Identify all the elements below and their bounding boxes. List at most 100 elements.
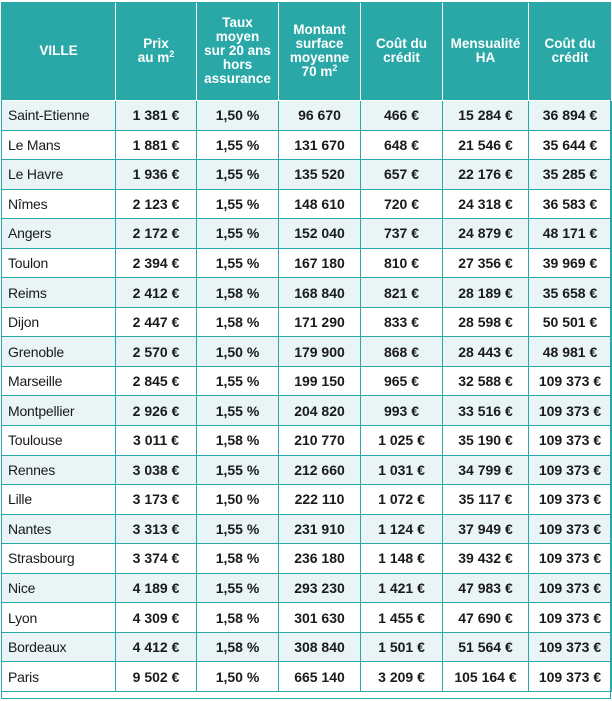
table-row: Le Havre 1 936 €1,55 % 135 520 657 €22 176 … <box>1 159 612 190</box>
value-cell: 821 € <box>360 277 443 308</box>
value-cell: 293 230 <box>278 572 361 604</box>
value-cell: 39 969 € <box>528 247 612 279</box>
value-cell: 148 610 <box>278 188 361 220</box>
value-cell: 109 373 € <box>528 661 612 692</box>
value-cell: 105 164 € <box>442 661 529 692</box>
table-row: Nantes 3 313 €1,55 % 231 910 1 124 €37 949 … <box>1 513 612 545</box>
value-cell: 35 285 € <box>528 159 612 190</box>
value-cell: 28 598 € <box>442 306 529 338</box>
value-cell: 720 € <box>360 188 443 220</box>
value-cell: 167 180 <box>278 247 361 279</box>
value-cell: 1,50 % <box>196 100 279 131</box>
value-cell: 48 981 € <box>528 336 612 367</box>
value-cell: 3 173 € <box>115 484 197 515</box>
value-cell: 2 845 € <box>115 365 197 397</box>
value-cell: 1,58 % <box>196 277 279 308</box>
table-row: Le Mans 1 881 €1,55 % 131 670 648 €21 546 €… <box>1 129 612 161</box>
city-cell: Reims <box>1 277 116 308</box>
column-header-superscript: 2 <box>332 63 338 73</box>
value-cell: 3 374 € <box>115 543 197 574</box>
value-cell: 1,55 % <box>196 247 279 279</box>
value-cell: 152 040 <box>278 218 361 249</box>
column-header-label: Coût du crédit <box>544 36 596 65</box>
value-cell: 1,55 % <box>196 159 279 190</box>
city-cell: Grenoble <box>1 336 116 367</box>
value-cell: 1,55 % <box>196 395 279 427</box>
header-row: VILLE Prix au m2 Taux moyen sur 20 ans hor… <box>1 1 612 101</box>
table-row: Toulon 2 394 €1,55 % 167 180 810 €27 356 €3… <box>1 247 612 279</box>
column-header-label: Montant surface moyenne 70 m <box>289 22 350 79</box>
value-cell: 109 373 € <box>528 602 612 633</box>
city-cell: Saint-Etienne <box>1 100 116 131</box>
value-cell: 32 588 € <box>442 365 529 397</box>
value-cell: 466 € <box>360 100 443 131</box>
value-cell: 22 176 € <box>442 159 529 190</box>
table-row: Dijon 2 447 €1,58 % 171 290 833 €28 598 €50… <box>1 306 612 338</box>
value-cell: 1,55 % <box>196 513 279 545</box>
value-cell: 109 373 € <box>528 425 612 456</box>
value-cell: 2 412 € <box>115 277 197 308</box>
table-body: Saint-Etienne 1 381 €1,50 % 96 670 466 €15 … <box>1 100 612 692</box>
value-cell: 24 318 € <box>442 188 529 220</box>
value-cell: 210 770 <box>278 425 361 456</box>
table-row: Lille 3 173 €1,50 % 222 110 1 072 €35 117 €… <box>1 484 612 515</box>
value-cell: 109 373 € <box>528 395 612 427</box>
value-cell: 96 670 <box>278 100 361 131</box>
value-cell: 15 284 € <box>442 100 529 131</box>
value-cell: 833 € <box>360 306 443 338</box>
value-cell: 35 190 € <box>442 425 529 456</box>
value-cell: 27 356 € <box>442 247 529 279</box>
value-cell: 3 313 € <box>115 513 197 545</box>
column-header-label: Mensualité HA <box>450 36 521 65</box>
value-cell: 1,55 % <box>196 365 279 397</box>
value-cell: 1,55 % <box>196 129 279 161</box>
value-cell: 1,50 % <box>196 661 279 692</box>
city-cell: Nîmes <box>1 188 116 220</box>
value-cell: 1 881 € <box>115 129 197 161</box>
value-cell: 1 455 € <box>360 602 443 633</box>
value-cell: 109 373 € <box>528 572 612 604</box>
value-cell: 35 658 € <box>528 277 612 308</box>
value-cell: 3 011 € <box>115 425 197 456</box>
city-cell: Rennes <box>1 454 116 486</box>
value-cell: 47 983 € <box>442 572 529 604</box>
value-cell: 28 189 € <box>442 277 529 308</box>
value-cell: 37 949 € <box>442 513 529 545</box>
value-cell: 1,58 % <box>196 602 279 633</box>
value-cell: 171 290 <box>278 306 361 338</box>
value-cell: 109 373 € <box>528 484 612 515</box>
value-cell: 1,58 % <box>196 543 279 574</box>
value-cell: 168 840 <box>278 277 361 308</box>
value-cell: 868 € <box>360 336 443 367</box>
city-cell: Le Mans <box>1 129 116 161</box>
city-cell: Nice <box>1 572 116 604</box>
value-cell: 35 117 € <box>442 484 529 515</box>
value-cell: 657 € <box>360 159 443 190</box>
table-row: Reims 2 412 €1,58 % 168 840 821 €28 189 €35… <box>1 277 612 308</box>
value-cell: 3 209 € <box>360 661 443 692</box>
value-cell: 109 373 € <box>528 543 612 574</box>
value-cell: 308 840 <box>278 631 361 663</box>
column-header-4: Coût du crédit <box>360 1 443 101</box>
table-header: VILLE Prix au m2 Taux moyen sur 20 ans hor… <box>1 1 612 101</box>
column-header-5: Mensualité HA <box>442 1 529 101</box>
value-cell: 39 432 € <box>442 543 529 574</box>
table-row: Saint-Etienne 1 381 €1,50 % 96 670 466 €15 … <box>1 100 612 131</box>
value-cell: 1,50 % <box>196 336 279 367</box>
value-cell: 965 € <box>360 365 443 397</box>
value-cell: 1,50 % <box>196 484 279 515</box>
value-cell: 36 583 € <box>528 188 612 220</box>
value-cell: 1 148 € <box>360 543 443 574</box>
table-row: Marseille 2 845 €1,55 % 199 150 965 €32 588… <box>1 365 612 397</box>
value-cell: 4 189 € <box>115 572 197 604</box>
city-cell: Dijon <box>1 306 116 338</box>
value-cell: 48 171 € <box>528 218 612 249</box>
city-cell: Bordeaux <box>1 631 116 663</box>
value-cell: 231 910 <box>278 513 361 545</box>
value-cell: 2 447 € <box>115 306 197 338</box>
table-row: Montpellier 2 926 €1,55 % 204 820 993 €33 5… <box>1 395 612 427</box>
city-cell: Paris <box>1 661 116 692</box>
table-row: Lyon 4 309 €1,58 % 301 630 1 455 €47 690 €1… <box>1 602 612 633</box>
value-cell: 47 690 € <box>442 602 529 633</box>
city-cell: Marseille <box>1 365 116 397</box>
